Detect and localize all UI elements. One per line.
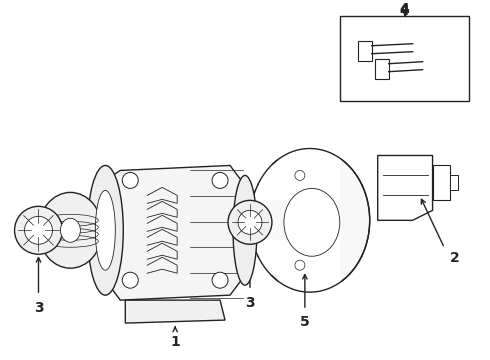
Text: 4: 4 [400,4,410,18]
Ellipse shape [122,172,138,188]
Polygon shape [125,300,225,323]
FancyBboxPatch shape [375,59,389,78]
Text: 3: 3 [245,296,255,310]
Polygon shape [255,240,340,275]
Polygon shape [449,175,458,190]
Ellipse shape [87,166,123,295]
Polygon shape [105,166,245,300]
Text: 4: 4 [400,2,410,16]
Ellipse shape [122,272,138,288]
Ellipse shape [60,218,80,242]
Ellipse shape [212,272,228,288]
Polygon shape [255,166,340,201]
Ellipse shape [295,170,305,180]
Polygon shape [378,156,433,220]
Ellipse shape [250,148,370,292]
Ellipse shape [233,175,257,285]
Ellipse shape [212,172,228,188]
Text: 5: 5 [300,315,310,329]
Ellipse shape [24,216,52,244]
Ellipse shape [39,192,102,268]
FancyBboxPatch shape [358,41,372,61]
Ellipse shape [15,206,62,254]
Ellipse shape [284,188,340,256]
Text: 3: 3 [34,301,43,315]
Ellipse shape [295,260,305,270]
Text: 1: 1 [171,335,180,349]
Text: 2: 2 [450,251,460,265]
Ellipse shape [278,139,342,179]
Ellipse shape [278,262,342,302]
Ellipse shape [238,210,262,234]
Ellipse shape [228,201,272,244]
Ellipse shape [96,190,115,270]
Polygon shape [433,166,449,201]
FancyBboxPatch shape [340,16,469,100]
